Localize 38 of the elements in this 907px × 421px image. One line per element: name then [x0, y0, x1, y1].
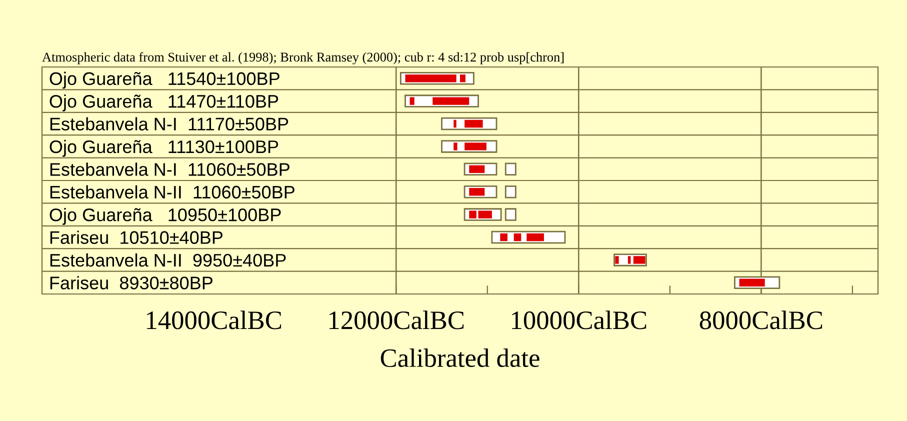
y-tick-label: Ojo Guareña 11540±100BP	[50, 72, 280, 89]
bar	[504, 208, 516, 221]
bar	[500, 233, 508, 242]
y-tick-label: Estebanvela N-I 11060±50BP	[50, 162, 290, 176]
bar	[469, 165, 485, 174]
x-tick-label: 8000CalBC	[700, 310, 822, 330]
bar	[628, 256, 631, 264]
bar	[526, 233, 544, 242]
y-tick-label: Estebanvela N-I 11170±50BP	[50, 117, 288, 130]
bar	[633, 256, 646, 264]
y-tick-label: Estebanvela N-II 9950±40BP	[50, 253, 286, 267]
x-tick-label: 10000CalBC	[512, 310, 646, 330]
bar	[739, 278, 765, 287]
y-tick-label: Fariseu 8930±80BP	[50, 276, 212, 290]
y-tick-label: Ojo Guareña 10950±100BP	[50, 208, 281, 225]
y-tick-label: Ojo Guareña 11470±110BP	[50, 94, 278, 112]
bar	[405, 74, 456, 82]
bar	[464, 120, 483, 128]
bar	[464, 142, 486, 150]
bar	[504, 162, 516, 176]
x-tick-label: 14000CalBC	[146, 310, 282, 330]
bar	[514, 233, 522, 242]
bar	[454, 120, 456, 128]
bar	[469, 188, 485, 196]
y-tick-label: Ojo Guareña 11130±100BP	[50, 140, 278, 157]
bar	[469, 210, 476, 218]
bar	[432, 97, 470, 105]
x-axis-title: Calibrated date	[380, 348, 540, 368]
bar	[410, 97, 414, 105]
y-tick-label: Estebanvela N-II 11060±50BP	[50, 185, 294, 199]
x-tick-label: 12000CalBC	[330, 310, 464, 330]
bar	[615, 256, 619, 264]
chart-title: Atmospheric data from Stuiver et al. (1998); Bronk Ramsey (2000); cub r: 4 sd:12 prob usp[chron]	[42, 52, 564, 64]
bar	[460, 74, 466, 82]
bar	[504, 185, 516, 198]
bar	[454, 142, 458, 150]
y-tick-label: Fariseu 10510±40BP	[50, 230, 223, 244]
bar	[478, 210, 492, 218]
